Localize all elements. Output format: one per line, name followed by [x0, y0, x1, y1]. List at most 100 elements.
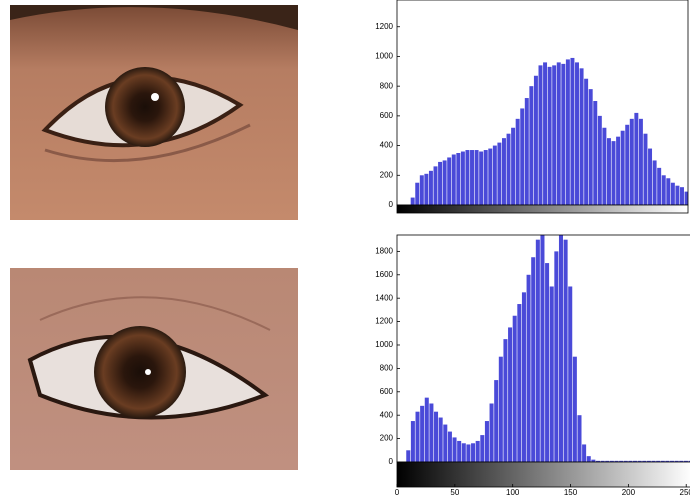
- histogram-bar: [476, 441, 480, 462]
- x-tick-label: 250: [680, 488, 690, 495]
- eye-photo-bottom: [10, 268, 298, 470]
- histogram-bar: [470, 150, 474, 205]
- histogram-plot: [411, 58, 689, 205]
- eye-photo-top: [10, 5, 298, 220]
- histogram-bar: [527, 275, 531, 462]
- histogram-bar: [475, 150, 479, 205]
- histogram-bar: [497, 143, 501, 205]
- histogram-bar: [447, 157, 451, 205]
- histogram-plot: [406, 216, 690, 462]
- histogram-bar: [488, 149, 492, 205]
- histogram-bar: [429, 403, 433, 462]
- histogram-bar: [607, 138, 611, 205]
- y-tick-label: 0: [389, 457, 394, 466]
- histogram-bar: [531, 257, 535, 462]
- histogram-bar: [598, 116, 602, 205]
- histogram-bar: [452, 154, 456, 205]
- histogram-bar: [657, 168, 661, 205]
- histogram-bar: [564, 240, 568, 462]
- histogram-bar: [666, 178, 670, 205]
- y-tick-label: 1000: [375, 340, 393, 349]
- histogram-bar: [643, 134, 647, 205]
- histogram-bar: [490, 403, 494, 462]
- histogram-bar: [411, 421, 415, 462]
- histogram-bar: [545, 263, 549, 462]
- histogram-bar: [429, 171, 433, 205]
- histogram-bar: [494, 380, 498, 462]
- histogram-bar: [465, 150, 469, 205]
- histogram-bar: [570, 58, 574, 205]
- histogram-bar: [484, 150, 488, 205]
- histogram-bar: [561, 64, 565, 205]
- x-tick-label: 0: [395, 488, 400, 495]
- histogram-bar: [420, 175, 424, 205]
- histogram-bar: [587, 456, 591, 462]
- histogram-bar: [602, 128, 606, 205]
- histogram-bar: [639, 119, 643, 205]
- gray-colorbar: [397, 205, 688, 213]
- y-tick-label: 1000: [375, 52, 393, 61]
- y-tick-label: 1200: [375, 317, 393, 326]
- histogram-bar: [559, 216, 563, 462]
- y-tick-label: 1400: [375, 293, 393, 302]
- histogram-bar: [439, 418, 443, 462]
- histogram-bar: [634, 113, 638, 205]
- histogram-bar: [653, 160, 657, 205]
- y-tick-label: 400: [380, 410, 394, 419]
- histogram-bar: [461, 152, 465, 205]
- histogram-bar: [543, 62, 547, 205]
- histogram-bar: [448, 432, 452, 462]
- histogram-bar: [424, 174, 428, 205]
- histogram-bar: [557, 62, 561, 205]
- x-tick-label: 150: [564, 488, 578, 495]
- page: 0200400600800100012000200400600800100012…: [0, 0, 690, 495]
- histogram-bar: [539, 65, 543, 205]
- histogram-bar: [582, 444, 586, 462]
- histogram-bar: [503, 339, 507, 462]
- histogram-bar: [593, 101, 597, 205]
- x-tick-label: 100: [506, 488, 520, 495]
- histogram-bar: [580, 68, 584, 205]
- histogram-bar: [612, 141, 616, 205]
- histogram-bar: [584, 79, 588, 205]
- histogram-bar: [443, 160, 447, 205]
- y-tick-label: 200: [380, 434, 394, 443]
- histogram-bar: [550, 286, 554, 462]
- histogram-bar: [453, 437, 457, 462]
- histogram-bar: [534, 76, 538, 205]
- x-tick-label: 200: [622, 488, 636, 495]
- histogram-bar: [589, 89, 593, 205]
- x-tick-label: 50: [450, 488, 459, 495]
- y-tick-label: 400: [380, 141, 394, 150]
- histogram-bar: [525, 98, 529, 205]
- histogram-bar: [462, 443, 466, 462]
- histogram-bar: [480, 435, 484, 462]
- histogram-bar: [471, 443, 475, 462]
- histogram-bar: [577, 415, 581, 462]
- y-tick-label: 200: [380, 170, 394, 179]
- histogram-bar: [411, 198, 415, 205]
- histogram-bar: [499, 357, 503, 462]
- y-tick-label: 1200: [375, 22, 393, 31]
- histogram-bar: [680, 187, 684, 205]
- histogram-bar: [434, 166, 438, 205]
- histogram-bar: [575, 62, 579, 205]
- y-tick-label: 600: [380, 111, 394, 120]
- histogram-bar: [621, 131, 625, 205]
- histogram-bar: [522, 292, 526, 462]
- histogram-bar: [502, 138, 506, 205]
- gray-colorbar: [397, 462, 690, 487]
- histogram-bar: [520, 108, 524, 205]
- histogram-bar: [438, 162, 442, 205]
- histogram-bar: [420, 406, 424, 462]
- histogram-bar: [529, 86, 533, 205]
- figure: 0200400600800100012000200400600800100012…: [0, 0, 690, 495]
- y-tick-label: 1600: [375, 270, 393, 279]
- y-tick-label: 0: [389, 200, 394, 209]
- histogram-bar: [625, 125, 629, 205]
- histogram-bar: [415, 183, 419, 205]
- histogram-bar: [485, 421, 489, 462]
- histogram-bar: [457, 441, 461, 462]
- histogram-bar: [630, 119, 634, 205]
- y-tick-label: 800: [380, 81, 394, 90]
